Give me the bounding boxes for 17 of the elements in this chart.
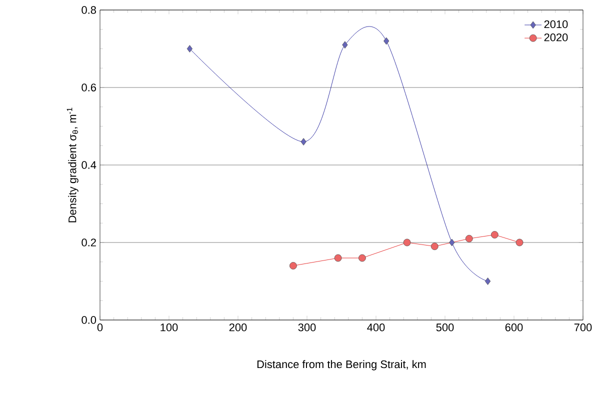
x-tick-label: 500: [436, 324, 454, 332]
x-tick-label: 300: [298, 324, 316, 332]
y-tick-label: 0.6: [82, 84, 96, 92]
x-tick-label: 700: [574, 324, 592, 332]
legend-label: 2010: [544, 20, 568, 28]
y-tick-label: 0.0: [82, 316, 96, 324]
y-tick-label: 0.8: [82, 6, 96, 14]
x-tick-label: 0: [97, 324, 103, 332]
x-tick-label: 400: [367, 324, 385, 332]
legend-label: 2020: [544, 34, 568, 42]
x-tick-label: 200: [229, 324, 247, 332]
y-tick-label: 0.2: [82, 238, 96, 246]
x-tick-label: 100: [160, 324, 178, 332]
x-tick-label: 600: [505, 324, 523, 332]
y-tick-label: 0.4: [82, 161, 96, 169]
y-axis-title: Density gradient σ$_{θ}$, m$^{-1}$: [66, 108, 78, 222]
x-axis-title: Distance from the Bering Strait, km: [257, 360, 426, 370]
